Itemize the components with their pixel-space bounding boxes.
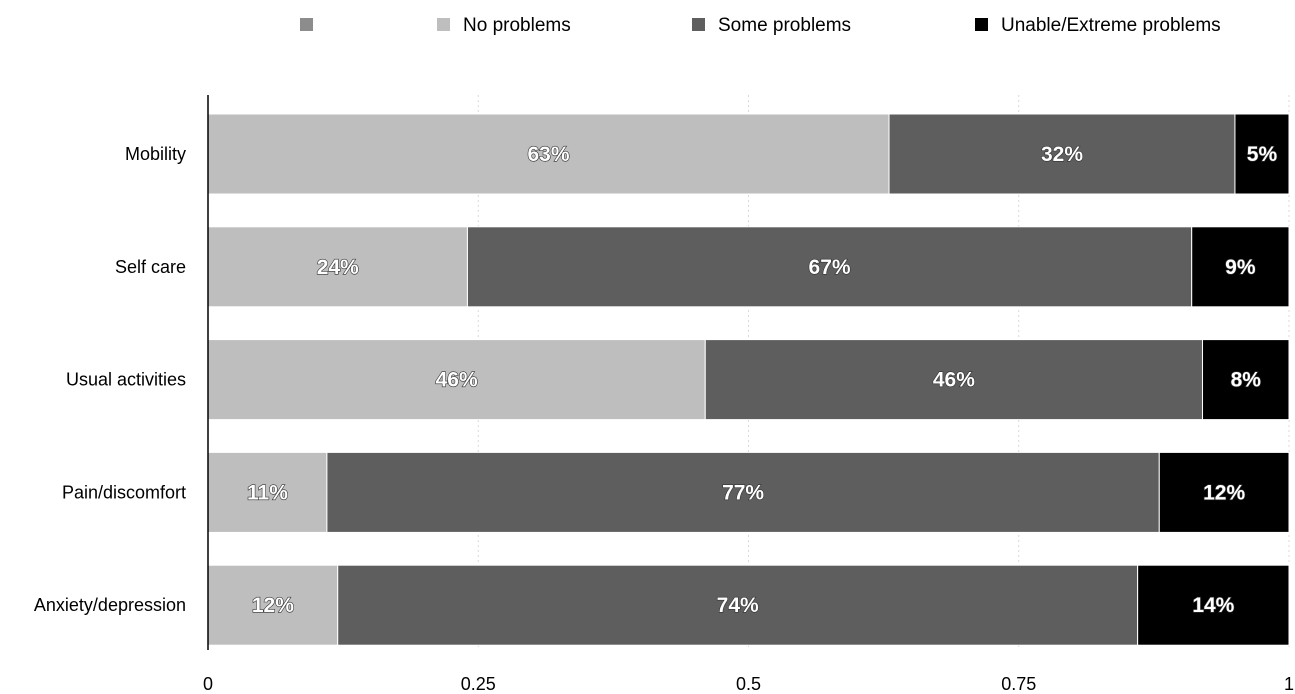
data-label: 14% <box>1192 594 1234 617</box>
bar-segment <box>207 564 339 646</box>
bar-segment <box>207 113 890 195</box>
legend-swatch <box>975 18 988 31</box>
bar-segment <box>1234 113 1290 195</box>
data-label: 5% <box>1247 143 1278 166</box>
legend-swatch <box>300 18 313 31</box>
x-tick-label: 0.75 <box>1001 674 1036 694</box>
data-label: 67% <box>809 256 851 279</box>
data-label: 63% <box>527 143 569 166</box>
data-label: 32% <box>1041 143 1083 166</box>
category-label: Usual activities <box>66 370 186 390</box>
data-label: 12% <box>252 594 294 617</box>
bar-segment <box>1191 226 1290 308</box>
bar-segment <box>1158 451 1290 533</box>
bar-segment <box>704 339 1204 421</box>
x-tick-label: 0 <box>203 674 213 694</box>
data-label: 11% <box>247 481 288 504</box>
bar-segment <box>466 226 1193 308</box>
data-label: 9% <box>1225 256 1256 279</box>
data-label: 74% <box>717 594 759 617</box>
category-label: Mobility <box>125 144 186 164</box>
legend-swatch <box>692 18 705 31</box>
bar-segment <box>888 113 1236 195</box>
data-label: 46% <box>933 369 975 392</box>
legend-label: No problems <box>463 15 571 36</box>
category-label: Anxiety/depression <box>34 595 186 615</box>
data-label: 24% <box>317 256 359 279</box>
bar-segment <box>207 339 706 421</box>
data-label: 12% <box>1203 481 1245 504</box>
bar-segment <box>207 226 468 308</box>
bars <box>207 113 1290 646</box>
axes: Mobility Self care Usual activities Pain/di… <box>34 95 1294 694</box>
data-label: 46% <box>436 369 478 392</box>
data-label: 8% <box>1231 369 1262 392</box>
x-tick-label: 1 <box>1284 674 1294 694</box>
legend-label: Some problems <box>718 15 851 36</box>
bar-segment <box>207 451 328 533</box>
legend-label: Unable/Extreme problems <box>1001 15 1221 36</box>
legend-swatch <box>437 18 450 31</box>
x-tick-label: 0.5 <box>736 674 761 694</box>
labels: 63% 32% 5% 24% 67% 9% 46% 46% 8% 11% 77% 12% 12% 74% 1… <box>246 142 1278 617</box>
category-label: Pain/discomfort <box>62 482 186 502</box>
data-label: 77% <box>722 481 764 504</box>
legend: No problems Some problems Unable/Extreme p… <box>300 15 1221 36</box>
bar-segment <box>1137 564 1290 646</box>
bar-segment <box>337 564 1139 646</box>
bar-segment <box>1202 339 1290 421</box>
category-label: Self care <box>115 257 186 277</box>
x-tick-label: 0.25 <box>461 674 496 694</box>
